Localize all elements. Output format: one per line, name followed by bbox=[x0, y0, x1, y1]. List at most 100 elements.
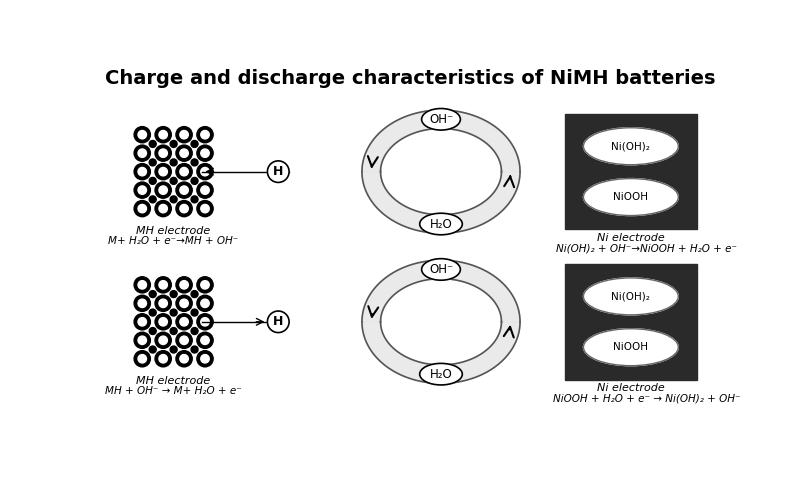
Circle shape bbox=[159, 299, 167, 308]
Circle shape bbox=[191, 309, 198, 316]
Circle shape bbox=[176, 200, 192, 216]
Text: Charge and discharge characteristics of NiMH batteries: Charge and discharge characteristics of … bbox=[105, 69, 715, 88]
Circle shape bbox=[180, 280, 188, 289]
Text: H₂O: H₂O bbox=[430, 368, 452, 380]
Circle shape bbox=[134, 126, 150, 143]
Circle shape bbox=[180, 318, 188, 326]
Circle shape bbox=[176, 182, 192, 198]
Circle shape bbox=[150, 290, 156, 298]
Text: OH⁻: OH⁻ bbox=[429, 113, 453, 126]
Circle shape bbox=[155, 314, 171, 330]
Ellipse shape bbox=[583, 128, 678, 164]
Text: OH⁻: OH⁻ bbox=[429, 263, 453, 276]
Polygon shape bbox=[362, 322, 520, 384]
Circle shape bbox=[201, 149, 210, 158]
Ellipse shape bbox=[422, 258, 460, 280]
Ellipse shape bbox=[422, 108, 460, 130]
Circle shape bbox=[170, 196, 177, 203]
Circle shape bbox=[134, 277, 150, 293]
Bar bbox=[565, 264, 697, 380]
Text: Ni(OH)₂ + OH⁻→NiOOH + H₂O + e⁻: Ni(OH)₂ + OH⁻→NiOOH + H₂O + e⁻ bbox=[556, 244, 737, 254]
Circle shape bbox=[267, 161, 289, 182]
Text: NiOOH: NiOOH bbox=[614, 342, 648, 352]
Circle shape bbox=[155, 126, 171, 143]
Text: Ni(OH)₂: Ni(OH)₂ bbox=[611, 292, 650, 302]
Circle shape bbox=[159, 318, 167, 326]
Circle shape bbox=[138, 280, 146, 289]
Circle shape bbox=[159, 168, 167, 176]
Circle shape bbox=[176, 332, 192, 348]
Circle shape bbox=[150, 140, 156, 147]
Text: NiOOH: NiOOH bbox=[614, 192, 648, 202]
Circle shape bbox=[138, 149, 146, 158]
Circle shape bbox=[176, 295, 192, 312]
Circle shape bbox=[134, 182, 150, 198]
Circle shape bbox=[155, 145, 171, 162]
Circle shape bbox=[138, 168, 146, 176]
Circle shape bbox=[170, 140, 177, 147]
Circle shape bbox=[159, 130, 167, 139]
Circle shape bbox=[201, 186, 210, 194]
Text: Ni electrode: Ni electrode bbox=[597, 233, 665, 243]
Circle shape bbox=[201, 336, 210, 344]
Circle shape bbox=[180, 168, 188, 176]
Circle shape bbox=[180, 149, 188, 158]
Circle shape bbox=[134, 164, 150, 180]
Text: H: H bbox=[273, 316, 283, 328]
Text: H: H bbox=[273, 165, 283, 178]
Circle shape bbox=[155, 182, 171, 198]
Circle shape bbox=[155, 200, 171, 216]
Circle shape bbox=[150, 178, 156, 184]
Ellipse shape bbox=[583, 278, 678, 315]
Circle shape bbox=[197, 182, 213, 198]
Circle shape bbox=[191, 196, 198, 203]
Circle shape bbox=[159, 354, 167, 363]
Circle shape bbox=[138, 354, 146, 363]
Circle shape bbox=[201, 318, 210, 326]
Circle shape bbox=[134, 350, 150, 367]
Circle shape bbox=[191, 140, 198, 147]
Text: NiOOH + H₂O + e⁻ → Ni(OH)₂ + OH⁻: NiOOH + H₂O + e⁻ → Ni(OH)₂ + OH⁻ bbox=[553, 394, 740, 404]
Circle shape bbox=[191, 328, 198, 334]
Circle shape bbox=[170, 178, 177, 184]
Circle shape bbox=[155, 332, 171, 348]
Polygon shape bbox=[362, 172, 520, 233]
Circle shape bbox=[138, 130, 146, 139]
Circle shape bbox=[134, 314, 150, 330]
Circle shape bbox=[191, 178, 198, 184]
Circle shape bbox=[197, 277, 213, 293]
Circle shape bbox=[201, 204, 210, 213]
Circle shape bbox=[150, 309, 156, 316]
Text: MH + OH⁻ → M+ H₂O + e⁻: MH + OH⁻ → M+ H₂O + e⁻ bbox=[106, 386, 242, 396]
Circle shape bbox=[155, 164, 171, 180]
Circle shape bbox=[150, 346, 156, 353]
Bar bbox=[565, 114, 697, 230]
Polygon shape bbox=[362, 110, 520, 172]
Text: Ni(OH)₂: Ni(OH)₂ bbox=[611, 141, 650, 151]
Circle shape bbox=[138, 336, 146, 344]
Ellipse shape bbox=[583, 178, 678, 216]
Circle shape bbox=[176, 126, 192, 143]
Circle shape bbox=[138, 299, 146, 308]
Text: MH electrode: MH electrode bbox=[137, 226, 210, 235]
Text: H₂O: H₂O bbox=[430, 218, 452, 230]
Circle shape bbox=[201, 354, 210, 363]
Circle shape bbox=[170, 309, 177, 316]
Text: M+ H₂O + e⁻→MH + OH⁻: M+ H₂O + e⁻→MH + OH⁻ bbox=[109, 236, 238, 246]
Circle shape bbox=[159, 186, 167, 194]
Circle shape bbox=[180, 299, 188, 308]
Circle shape bbox=[191, 346, 198, 353]
Circle shape bbox=[176, 277, 192, 293]
Text: MH electrode: MH electrode bbox=[137, 376, 210, 386]
Circle shape bbox=[150, 159, 156, 166]
Circle shape bbox=[150, 328, 156, 334]
Circle shape bbox=[267, 311, 289, 332]
Text: Ni electrode: Ni electrode bbox=[597, 384, 665, 394]
Ellipse shape bbox=[420, 213, 462, 235]
Circle shape bbox=[159, 336, 167, 344]
Circle shape bbox=[180, 186, 188, 194]
Circle shape bbox=[180, 354, 188, 363]
Circle shape bbox=[170, 290, 177, 298]
Circle shape bbox=[138, 186, 146, 194]
Circle shape bbox=[170, 159, 177, 166]
